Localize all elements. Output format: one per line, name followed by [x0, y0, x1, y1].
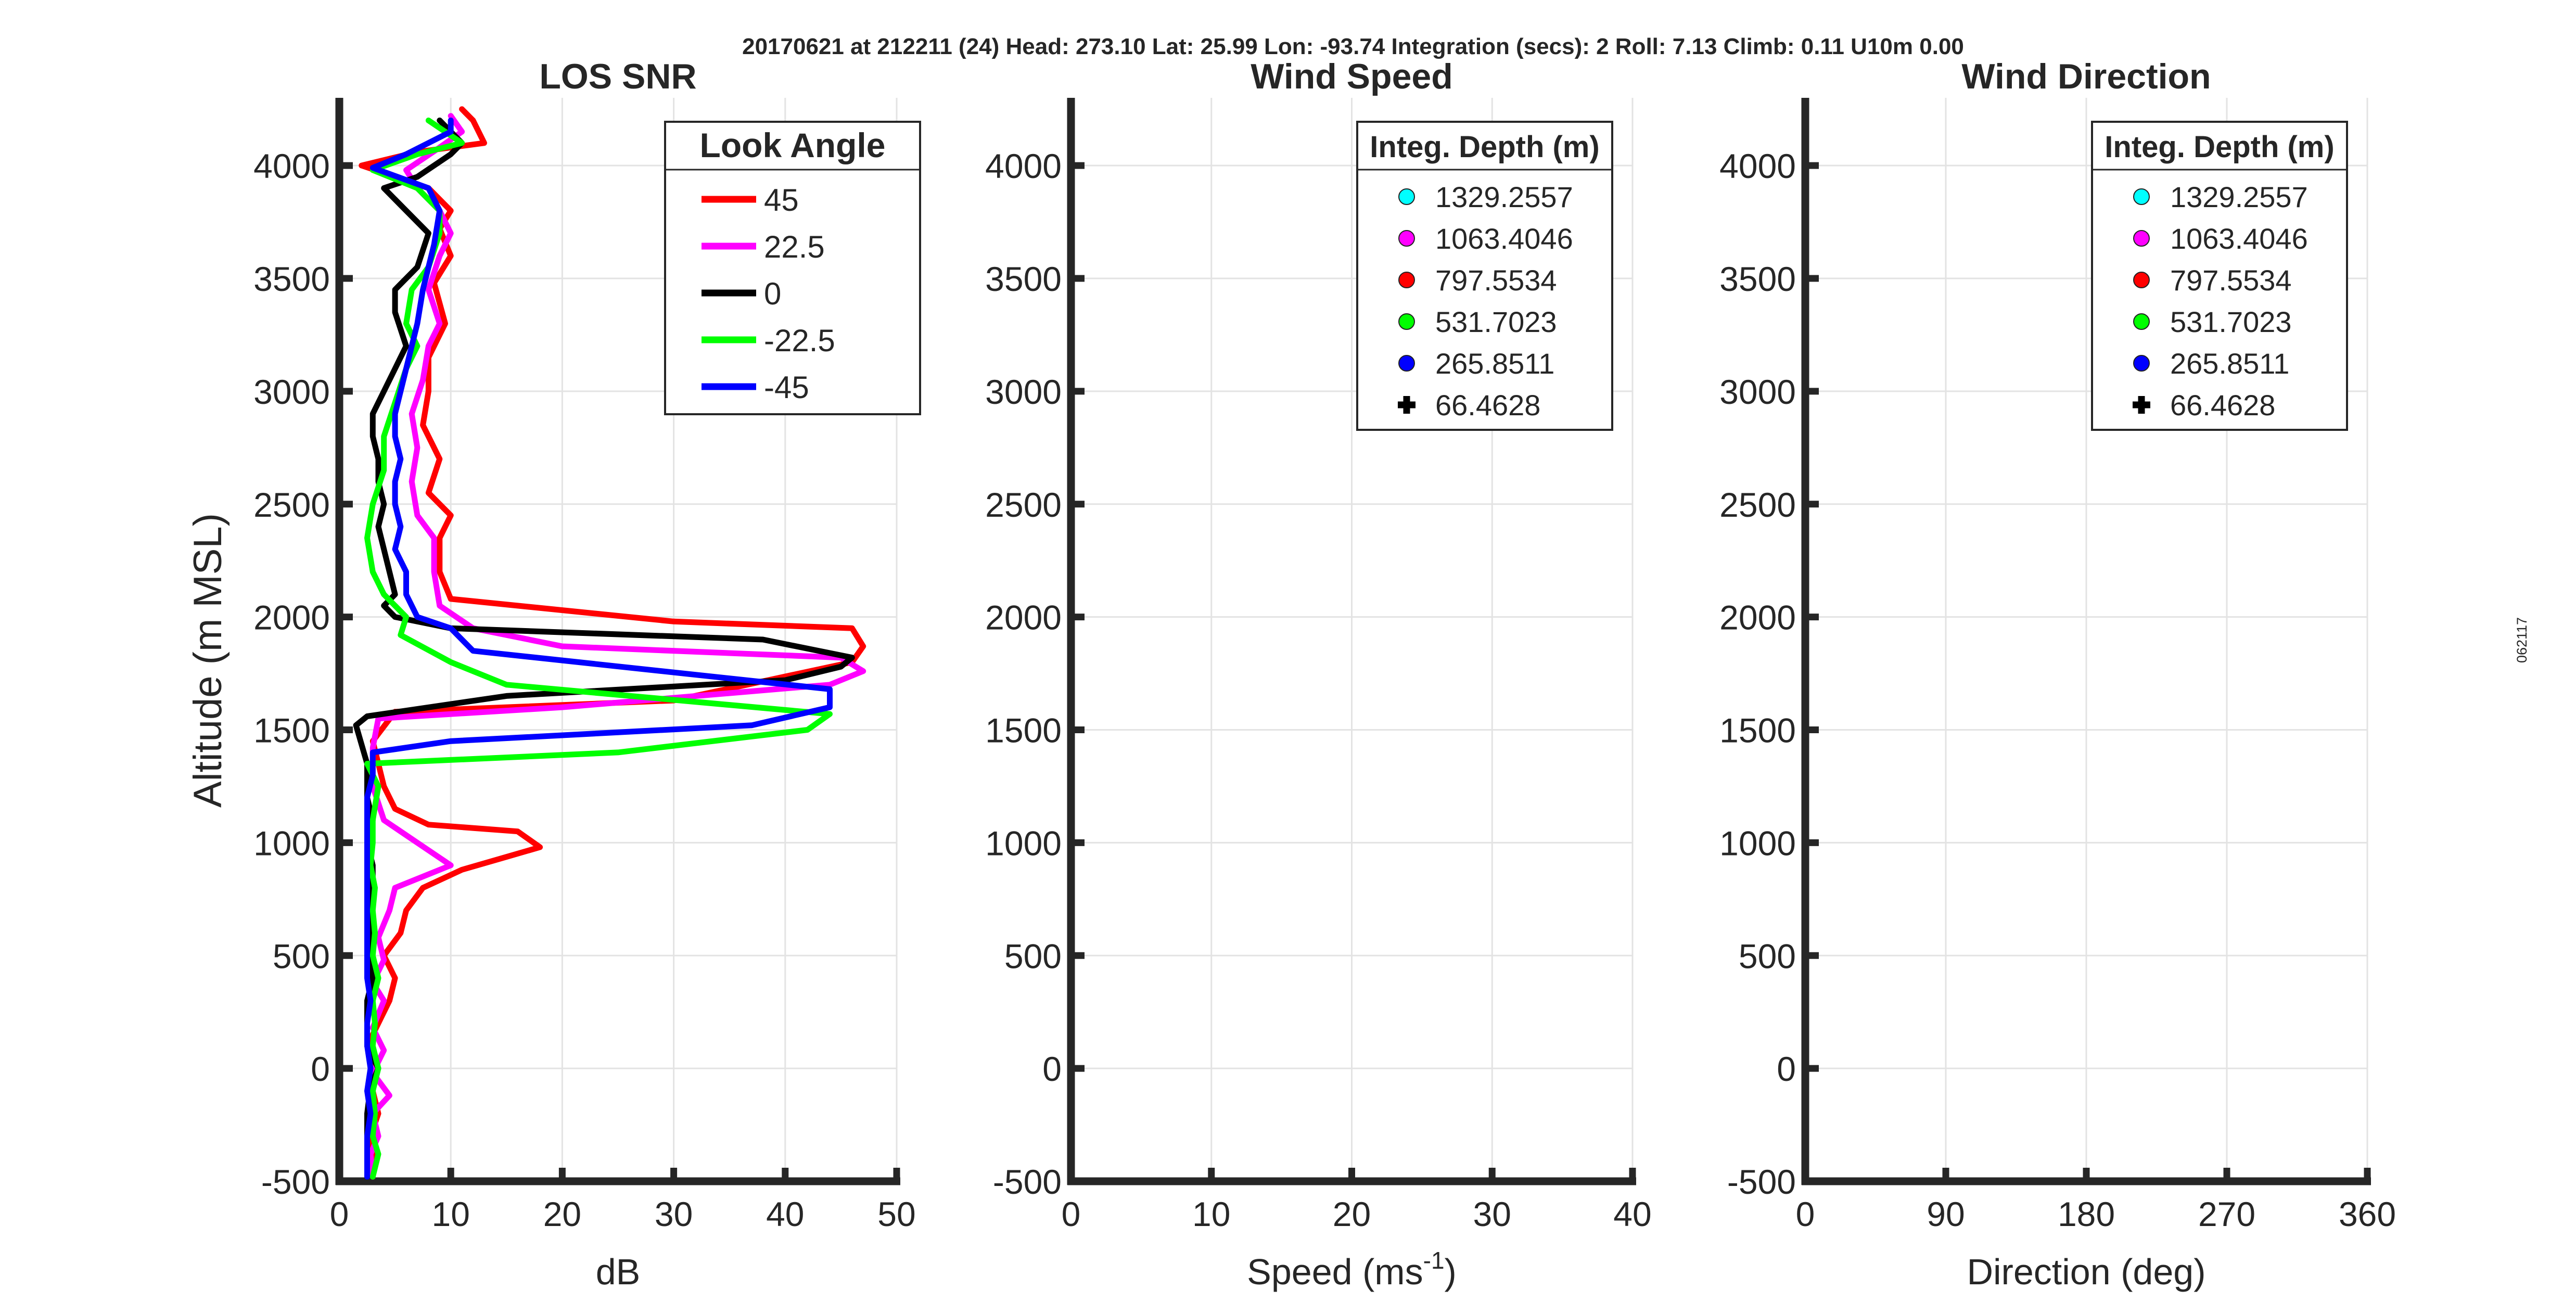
legend-title: Look Angle	[700, 126, 886, 164]
legend-box	[664, 121, 921, 415]
legend-marker	[2133, 230, 2150, 247]
legend: Integ. Depth (m) 1329.2557 1063.4046 797.55…	[1356, 121, 1613, 431]
x-axis-label: Speed (ms-1)	[1247, 1247, 1457, 1292]
legend: Look Angle 45 22.5 0 -22.5 -45	[664, 121, 921, 415]
x-axis-label: dB	[596, 1252, 641, 1292]
legend-entry-label: 0	[764, 276, 781, 311]
y-tick-label: 500	[1004, 937, 1062, 975]
legend-marker	[1398, 313, 1415, 330]
y-tick-label: 3500	[253, 260, 330, 298]
legend-entry-label: -22.5	[764, 323, 835, 358]
legend-entry-label: 66.4628	[2170, 389, 2275, 422]
series-line-0	[353, 117, 855, 1180]
y-tick-label: 2000	[985, 598, 1062, 637]
y-tick-label: 1000	[253, 824, 330, 862]
y-tick-label: 500	[273, 937, 330, 975]
y-tick-label: 4000	[253, 147, 330, 185]
x-tick-label: 40	[766, 1195, 804, 1233]
legend-marker	[2133, 188, 2150, 205]
y-tick-label: 1500	[985, 711, 1062, 750]
y-tick-label: 1500	[253, 711, 330, 750]
y-tick-label: 0	[1042, 1050, 1062, 1088]
y-tick-label: 4000	[985, 147, 1062, 185]
y-tick-label: 0	[311, 1050, 330, 1088]
legend-marker	[2133, 313, 2150, 330]
x-axis-label: Direction (deg)	[1967, 1252, 2205, 1292]
x-tick-label: 270	[2198, 1195, 2255, 1233]
legend-title: Integ. Depth (m)	[2105, 130, 2334, 164]
x-tick-label: 180	[2058, 1195, 2115, 1233]
y-tick-label: -500	[261, 1163, 330, 1201]
x-tick-label: 40	[1613, 1195, 1651, 1233]
legend-entry-label: 1063.4046	[2170, 222, 2308, 255]
x-tick-label: 30	[655, 1195, 693, 1233]
legend-title: Integ. Depth (m)	[1370, 130, 1599, 164]
figure-side-label: 062117	[2514, 617, 2530, 663]
x-tick-label: 20	[543, 1195, 581, 1233]
y-tick-label: 3000	[253, 373, 330, 411]
y-tick-label: 500	[1739, 937, 1796, 975]
y-tick-label: -500	[993, 1163, 1062, 1201]
y-tick-label: 3000	[1719, 373, 1796, 411]
legend-entry-label: 66.4628	[1435, 389, 1540, 422]
legend-entry-label: 22.5	[764, 229, 825, 264]
legend-entry-label: 265.8511	[2170, 347, 2289, 380]
x-tick-label: 0	[1062, 1195, 1081, 1233]
legend-entry-label: 45	[764, 183, 799, 218]
y-tick-label: 4000	[1719, 147, 1796, 185]
x-tick-label: 20	[1333, 1195, 1371, 1233]
y-tick-label: 2000	[253, 598, 330, 637]
chart-title: LOS SNR	[539, 57, 696, 96]
legend-entry-label: 797.5534	[2170, 264, 2292, 297]
y-tick-label: 2500	[253, 486, 330, 524]
chart-title: Wind Direction	[1961, 57, 2211, 96]
y-tick-label: 1500	[1719, 711, 1796, 750]
legend-entry-label: 531.7023	[1435, 305, 1557, 338]
x-tick-label: 360	[2339, 1195, 2396, 1233]
x-tick-label: 0	[330, 1195, 349, 1233]
y-tick-label: 1000	[985, 824, 1062, 862]
y-tick-label: 3000	[985, 373, 1062, 411]
legend-marker	[2133, 272, 2150, 288]
y-tick-label: -500	[1727, 1163, 1796, 1201]
legend-entry-label: 1329.2557	[1435, 181, 1573, 213]
legend-entry-label: 531.7023	[2170, 305, 2292, 338]
legend-marker	[2133, 355, 2150, 372]
x-tick-label: 30	[1473, 1195, 1511, 1233]
x-tick-label: 10	[1192, 1195, 1230, 1233]
legend-entry-label: 265.8511	[1435, 347, 1554, 380]
figure-header: 20170621 at 212211 (24) Head: 273.10 Lat…	[742, 34, 1964, 59]
x-tick-label: 50	[877, 1195, 915, 1233]
legend-entry-label: 797.5534	[1435, 264, 1557, 297]
y-tick-label: 2500	[985, 486, 1062, 524]
y-tick-label: 3500	[1719, 260, 1796, 298]
series-line--22.5	[364, 117, 833, 1180]
legend-marker	[1398, 188, 1415, 205]
y-tick-label: 2000	[1719, 598, 1796, 637]
legend-marker	[1398, 230, 1415, 247]
legend: Integ. Depth (m) 1329.2557 1063.4046 797.55…	[2091, 121, 2348, 431]
legend-entry-label: 1063.4046	[1435, 222, 1573, 255]
x-tick-label: 90	[1927, 1195, 1965, 1233]
series-line--45	[364, 117, 833, 1180]
x-tick-label: 0	[1796, 1195, 1815, 1233]
y-tick-label: 1000	[1719, 824, 1796, 862]
legend-entry-label: 1329.2557	[2170, 181, 2308, 213]
x-tick-label: 10	[431, 1195, 469, 1233]
y-tick-label: 0	[1777, 1050, 1796, 1088]
y-axis-label: Altitude (m MSL)	[186, 513, 230, 808]
legend-marker	[1398, 355, 1415, 372]
legend-entry-label: -45	[764, 370, 809, 405]
legend-marker	[1398, 272, 1415, 288]
y-tick-label: 3500	[985, 260, 1062, 298]
chart-title: Wind Speed	[1251, 57, 1453, 96]
y-tick-label: 2500	[1719, 486, 1796, 524]
